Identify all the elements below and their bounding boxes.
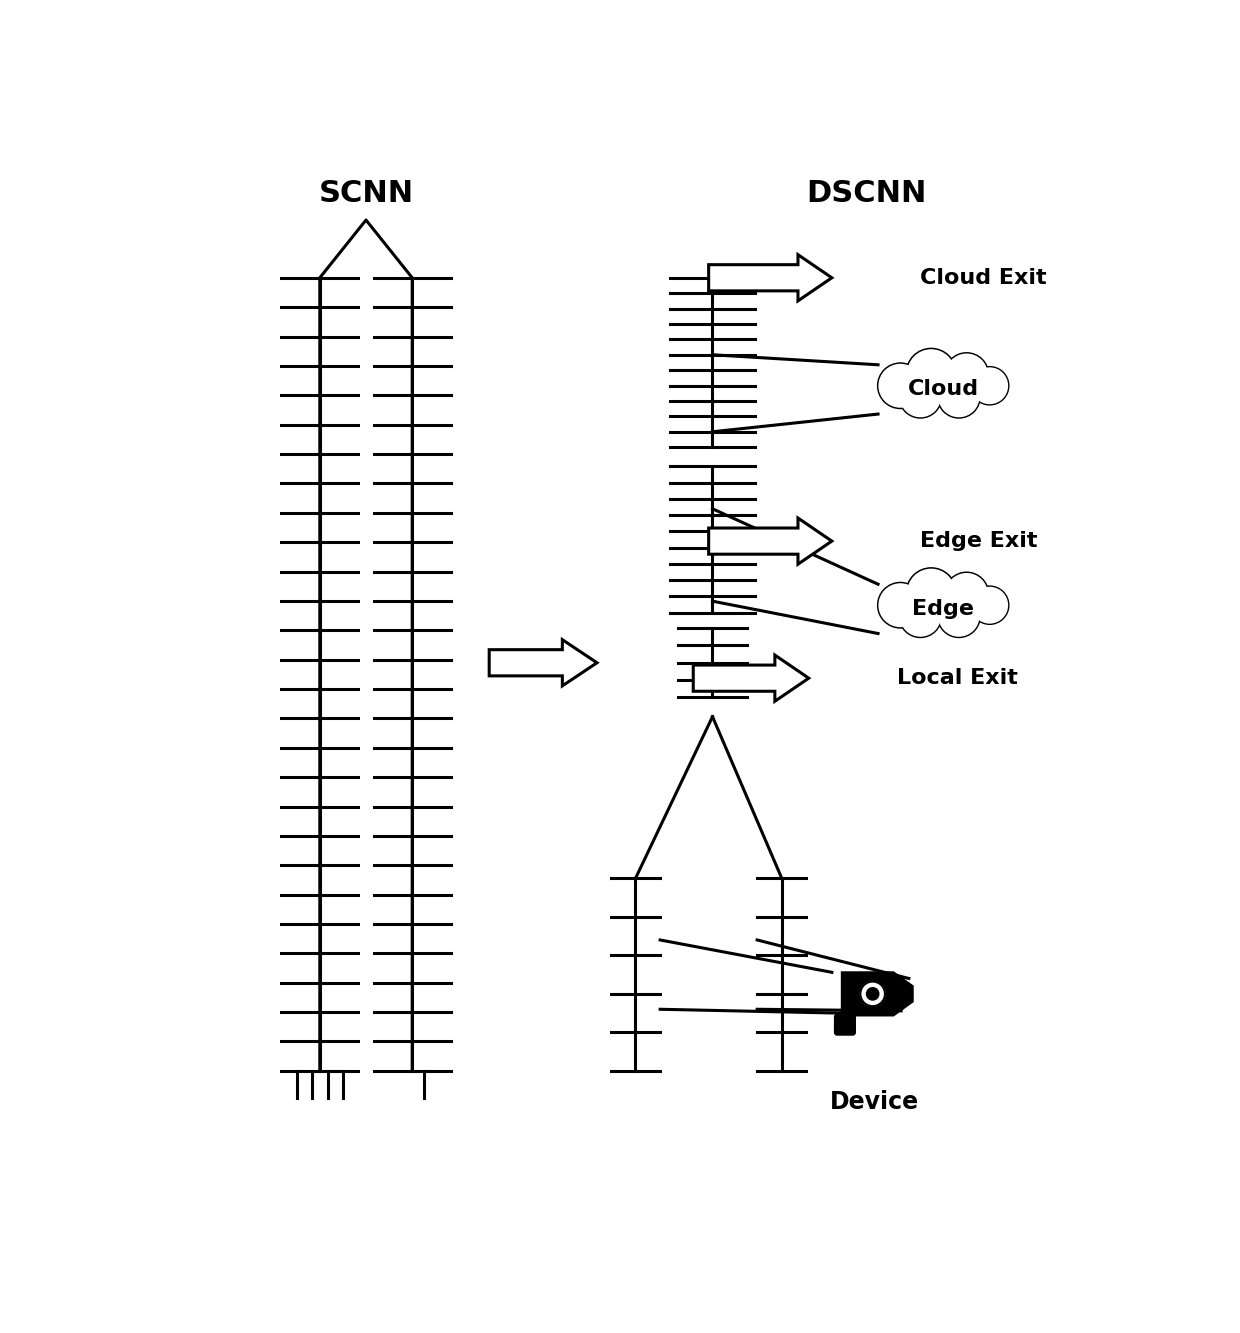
Circle shape	[906, 568, 956, 619]
Text: DSCNN: DSCNN	[806, 179, 926, 208]
Circle shape	[939, 596, 978, 636]
Circle shape	[939, 377, 978, 417]
Circle shape	[971, 587, 1009, 624]
Circle shape	[971, 367, 1009, 405]
Circle shape	[900, 596, 940, 636]
Text: Local Exit: Local Exit	[898, 668, 1018, 688]
Circle shape	[878, 583, 924, 628]
Polygon shape	[490, 640, 596, 686]
Circle shape	[937, 375, 981, 419]
Circle shape	[861, 981, 885, 1006]
Circle shape	[899, 595, 942, 637]
Circle shape	[908, 349, 955, 397]
Circle shape	[878, 363, 924, 409]
Polygon shape	[842, 972, 913, 1016]
Circle shape	[879, 364, 921, 407]
Text: Edge Exit: Edge Exit	[920, 531, 1038, 551]
Text: Cloud: Cloud	[908, 380, 980, 400]
Circle shape	[945, 572, 988, 617]
Circle shape	[879, 584, 921, 627]
Circle shape	[972, 588, 1007, 623]
Polygon shape	[708, 519, 832, 564]
Circle shape	[946, 573, 987, 615]
Polygon shape	[708, 255, 832, 301]
Circle shape	[946, 355, 987, 396]
Text: Device: Device	[830, 1089, 919, 1113]
Circle shape	[937, 595, 981, 637]
Circle shape	[900, 377, 940, 417]
FancyBboxPatch shape	[835, 1014, 854, 1034]
Circle shape	[945, 352, 988, 397]
Text: Cloud Exit: Cloud Exit	[920, 268, 1047, 288]
Circle shape	[899, 375, 942, 419]
Text: SCNN: SCNN	[319, 179, 414, 208]
Circle shape	[908, 569, 955, 616]
Text: Edge: Edge	[913, 599, 975, 619]
Polygon shape	[693, 655, 808, 701]
Circle shape	[972, 368, 1007, 404]
Circle shape	[867, 988, 879, 1000]
Circle shape	[906, 348, 956, 399]
